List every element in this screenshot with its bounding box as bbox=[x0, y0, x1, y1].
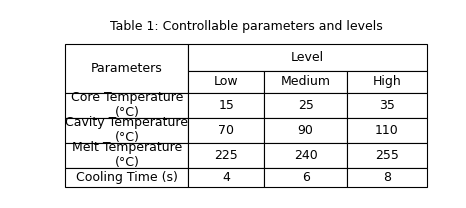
Bar bbox=[188, 44, 427, 71]
Bar bbox=[264, 167, 347, 187]
Bar bbox=[65, 167, 188, 187]
Bar bbox=[347, 93, 427, 118]
Text: 240: 240 bbox=[294, 149, 317, 162]
Bar bbox=[65, 118, 188, 143]
Bar bbox=[264, 71, 347, 93]
Text: Cavity Temperature
(°C): Cavity Temperature (°C) bbox=[65, 116, 188, 144]
Bar bbox=[347, 143, 427, 167]
Bar bbox=[188, 93, 264, 118]
Bar bbox=[264, 143, 347, 167]
Text: Cooling Time (s): Cooling Time (s) bbox=[76, 171, 178, 184]
Text: Level: Level bbox=[291, 51, 324, 64]
Text: High: High bbox=[372, 75, 401, 88]
Bar bbox=[188, 167, 264, 187]
Text: 255: 255 bbox=[375, 149, 399, 162]
Bar bbox=[264, 118, 347, 143]
Bar bbox=[264, 93, 347, 118]
Text: 110: 110 bbox=[375, 124, 399, 137]
Text: 4: 4 bbox=[222, 171, 230, 184]
Bar bbox=[347, 167, 427, 187]
Text: Melt Temperature
(°C): Melt Temperature (°C) bbox=[72, 141, 182, 169]
Text: Table 1: Controllable parameters and levels: Table 1: Controllable parameters and lev… bbox=[110, 20, 383, 33]
Bar bbox=[347, 71, 427, 93]
Text: 15: 15 bbox=[218, 99, 234, 112]
Bar bbox=[65, 93, 188, 118]
Text: Low: Low bbox=[214, 75, 239, 88]
Text: Medium: Medium bbox=[281, 75, 331, 88]
Text: Parameters: Parameters bbox=[91, 62, 163, 75]
Text: 90: 90 bbox=[298, 124, 314, 137]
Bar bbox=[188, 143, 264, 167]
Text: 6: 6 bbox=[302, 171, 309, 184]
Bar bbox=[188, 118, 264, 143]
Text: 25: 25 bbox=[298, 99, 314, 112]
Bar bbox=[347, 118, 427, 143]
Bar bbox=[65, 143, 188, 167]
Text: 8: 8 bbox=[383, 171, 391, 184]
Bar bbox=[188, 71, 264, 93]
Bar bbox=[65, 44, 188, 93]
Text: 225: 225 bbox=[214, 149, 238, 162]
Text: 35: 35 bbox=[379, 99, 395, 112]
Text: 70: 70 bbox=[218, 124, 234, 137]
Text: Core Temperature
(°C): Core Temperature (°C) bbox=[71, 92, 183, 119]
